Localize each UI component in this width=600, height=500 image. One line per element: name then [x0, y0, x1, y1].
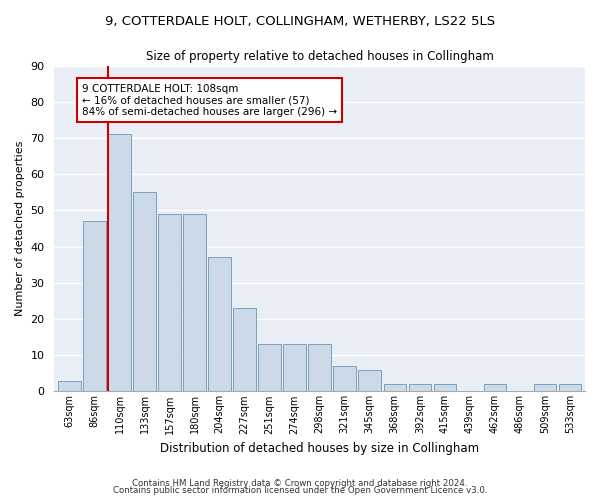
- Bar: [83, 221, 106, 392]
- Y-axis label: Number of detached properties: Number of detached properties: [15, 141, 25, 316]
- Text: 9 COTTERDALE HOLT: 108sqm
← 16% of detached houses are smaller (57)
84% of semi-: 9 COTTERDALE HOLT: 108sqm ← 16% of detac…: [82, 84, 337, 117]
- Text: Contains HM Land Registry data © Crown copyright and database right 2024.: Contains HM Land Registry data © Crown c…: [132, 478, 468, 488]
- Bar: [108, 134, 131, 392]
- Bar: [559, 384, 581, 392]
- Bar: [259, 344, 281, 392]
- Bar: [183, 214, 206, 392]
- Bar: [133, 192, 156, 392]
- Bar: [358, 370, 381, 392]
- Bar: [533, 384, 556, 392]
- Title: Size of property relative to detached houses in Collingham: Size of property relative to detached ho…: [146, 50, 494, 63]
- Bar: [308, 344, 331, 392]
- Bar: [484, 384, 506, 392]
- Bar: [208, 258, 231, 392]
- Text: Contains public sector information licensed under the Open Government Licence v3: Contains public sector information licen…: [113, 486, 487, 495]
- X-axis label: Distribution of detached houses by size in Collingham: Distribution of detached houses by size …: [160, 442, 479, 455]
- Bar: [434, 384, 456, 392]
- Bar: [334, 366, 356, 392]
- Bar: [158, 214, 181, 392]
- Text: 9, COTTERDALE HOLT, COLLINGHAM, WETHERBY, LS22 5LS: 9, COTTERDALE HOLT, COLLINGHAM, WETHERBY…: [105, 15, 495, 28]
- Bar: [58, 380, 80, 392]
- Bar: [409, 384, 431, 392]
- Bar: [383, 384, 406, 392]
- Bar: [233, 308, 256, 392]
- Bar: [283, 344, 306, 392]
